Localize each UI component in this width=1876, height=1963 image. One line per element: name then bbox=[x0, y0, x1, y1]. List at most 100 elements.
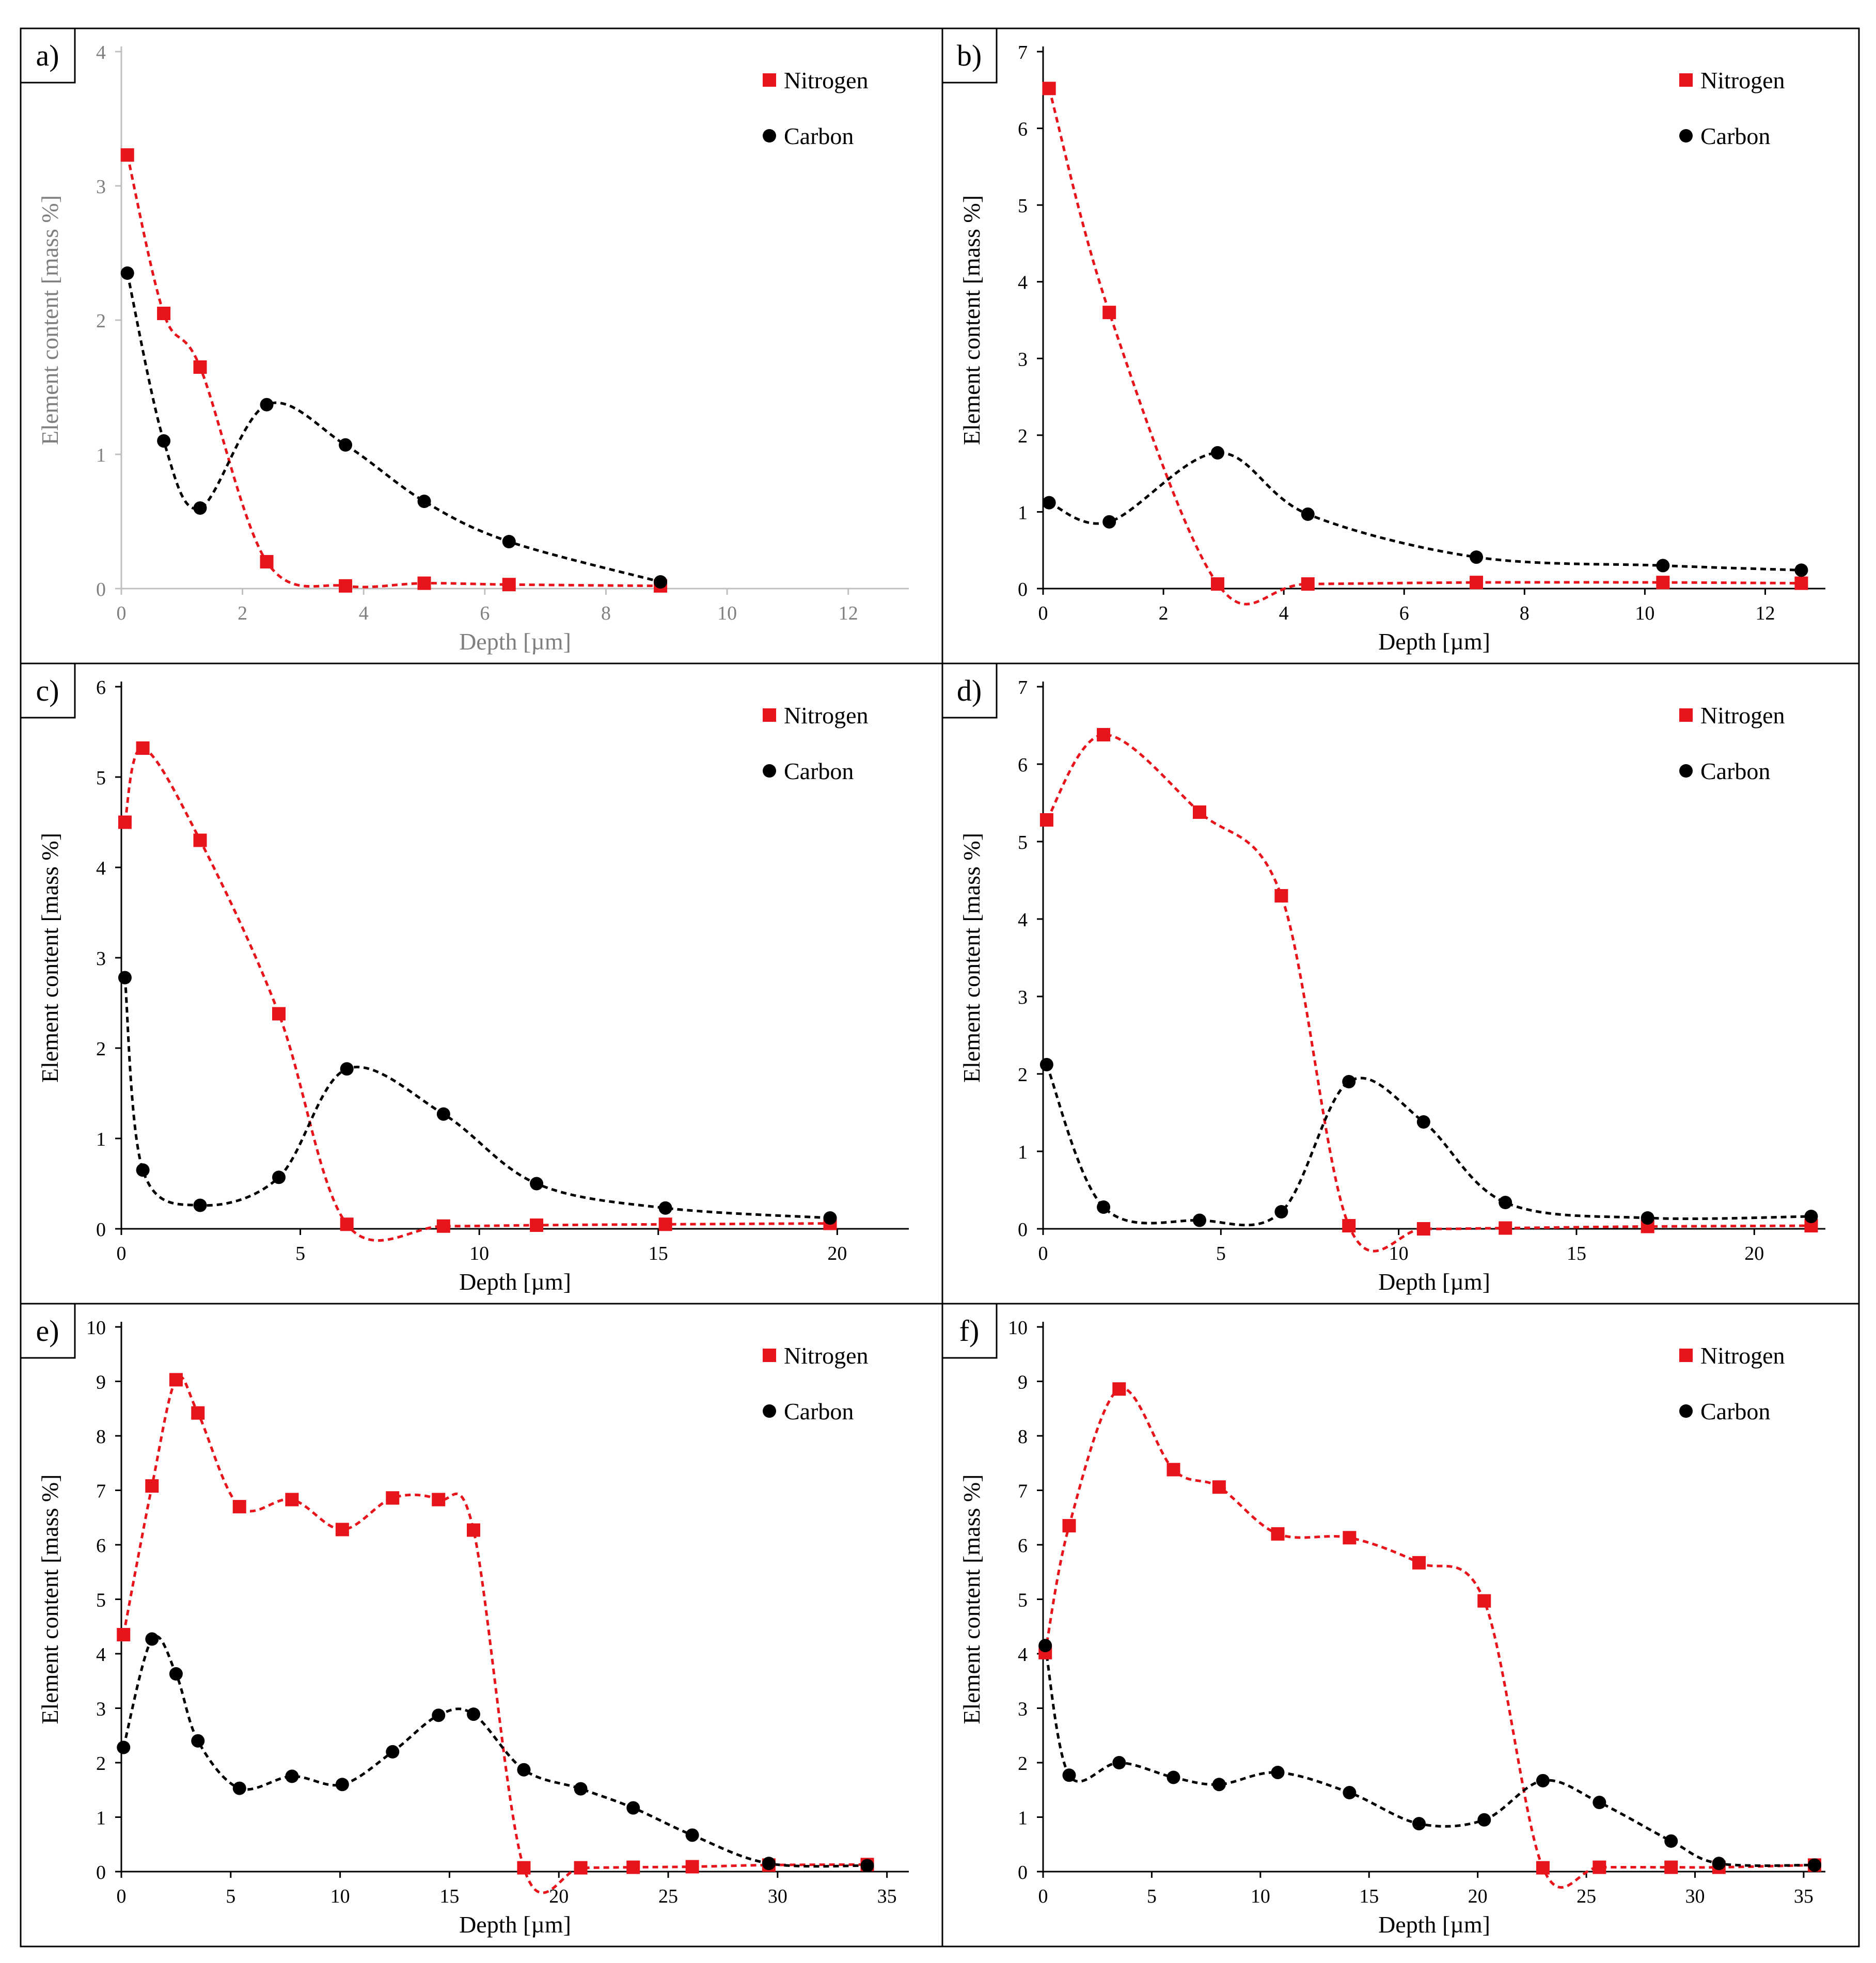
y-tick-label: 2 bbox=[96, 1753, 106, 1775]
x-tick-label: 0 bbox=[1038, 603, 1048, 624]
legend-carbon-marker bbox=[1679, 129, 1693, 143]
y-tick-label: 4 bbox=[1018, 1644, 1028, 1666]
y-tick-label: 2 bbox=[1018, 425, 1028, 447]
y-tick-label: 5 bbox=[96, 767, 106, 789]
chart-panel: f) 0 1 2 3 4 5 6 7 8 9 10 0 5 10 15 20 25 30 35 Depth [µm] El… bbox=[941, 1303, 1825, 1938]
carbon-point bbox=[436, 1107, 450, 1121]
y-tick-label: 3 bbox=[96, 176, 106, 198]
legend-carbon-marker bbox=[763, 129, 776, 143]
nitrogen-point bbox=[272, 1007, 286, 1021]
panel-label: c) bbox=[36, 674, 59, 707]
legend-carbon-label: Carbon bbox=[784, 1398, 854, 1424]
y-tick-label: 5 bbox=[96, 1590, 106, 1611]
x-tick-label: 2 bbox=[1159, 603, 1169, 624]
carbon-point bbox=[340, 1062, 354, 1076]
nitrogen-point bbox=[1499, 1221, 1512, 1235]
y-tick-label: 3 bbox=[1018, 987, 1028, 1008]
nitrogen-point bbox=[1166, 1463, 1180, 1477]
nitrogen-point bbox=[1193, 805, 1206, 819]
nitrogen-point bbox=[1112, 1382, 1126, 1396]
nitrogen-point bbox=[145, 1479, 159, 1493]
y-tick-label: 1 bbox=[96, 1808, 106, 1829]
carbon-point bbox=[1656, 559, 1670, 573]
nitrogen-point bbox=[574, 1861, 588, 1875]
x-axis-title: Depth [µm] bbox=[1378, 1911, 1490, 1938]
nitrogen-point bbox=[285, 1493, 299, 1507]
nitrogen-point bbox=[335, 1523, 349, 1537]
carbon-point bbox=[120, 266, 134, 280]
y-tick-label: 3 bbox=[96, 1699, 106, 1720]
y-tick-label: 1 bbox=[96, 445, 106, 466]
carbon-point bbox=[432, 1708, 446, 1722]
carbon-point bbox=[685, 1828, 699, 1842]
carbon-point bbox=[193, 1198, 207, 1212]
x-tick-label: 12 bbox=[839, 603, 858, 624]
panel-label: b) bbox=[957, 39, 982, 72]
x-tick-label: 0 bbox=[117, 1243, 127, 1264]
nitrogen-point bbox=[157, 307, 171, 320]
nitrogen-point bbox=[232, 1500, 246, 1514]
y-tick-label: 4 bbox=[96, 858, 106, 879]
nitrogen-point bbox=[502, 578, 516, 592]
panel-label-box bbox=[941, 1303, 998, 1359]
x-axis-title: Depth [µm] bbox=[459, 1269, 571, 1295]
legend-nitrogen-marker bbox=[763, 73, 776, 87]
carbon-point bbox=[1416, 1115, 1430, 1129]
y-tick-label: 4 bbox=[1018, 272, 1028, 294]
y-tick-label: 6 bbox=[96, 677, 106, 699]
nitrogen-point bbox=[1102, 306, 1116, 320]
carbon-point bbox=[1593, 1796, 1606, 1810]
x-tick-label: 15 bbox=[439, 1886, 459, 1907]
y-tick-label: 6 bbox=[1018, 119, 1028, 140]
x-tick-label: 20 bbox=[1744, 1243, 1764, 1264]
carbon-point bbox=[1039, 1058, 1053, 1071]
carbon-point bbox=[1470, 550, 1484, 564]
panel-label: f) bbox=[959, 1314, 980, 1348]
x-tick-label: 5 bbox=[295, 1243, 305, 1264]
chart-panel: e) 0 1 2 3 4 5 6 7 8 9 10 0 5 10 15 20 25 30 35 Depth [µm] El… bbox=[20, 1303, 909, 1938]
nitrogen-point bbox=[436, 1219, 450, 1233]
legend-carbon-label: Carbon bbox=[1700, 123, 1770, 149]
legend-carbon-marker bbox=[1679, 764, 1693, 778]
nitrogen-point bbox=[1416, 1222, 1430, 1236]
carbon-point bbox=[1271, 1765, 1285, 1779]
x-tick-label: 30 bbox=[1685, 1886, 1705, 1907]
y-tick-label: 0 bbox=[96, 1862, 106, 1883]
y-tick-label: 2 bbox=[1018, 1753, 1028, 1775]
carbon-point bbox=[417, 495, 431, 508]
y-axis-title: Element content [mass %] bbox=[958, 195, 985, 445]
nitrogen-point bbox=[1477, 1594, 1491, 1608]
panel-label: e) bbox=[36, 1314, 59, 1348]
carbon-point bbox=[1477, 1813, 1491, 1827]
nitrogen-point bbox=[340, 1217, 354, 1231]
carbon-point bbox=[762, 1857, 776, 1871]
nitrogen-point bbox=[1656, 576, 1670, 590]
nitrogen-trend-line bbox=[126, 154, 661, 589]
carbon-point bbox=[654, 575, 668, 589]
x-tick-label: 15 bbox=[1359, 1886, 1379, 1907]
nitrogen-point bbox=[1039, 813, 1053, 827]
nitrogen-point bbox=[339, 579, 353, 593]
nitrogen-point bbox=[626, 1860, 640, 1874]
x-tick-label: 15 bbox=[649, 1243, 668, 1264]
panel-label-box bbox=[20, 27, 76, 84]
carbon-point bbox=[1102, 515, 1116, 529]
y-tick-label: 4 bbox=[96, 1644, 106, 1666]
carbon-point bbox=[1412, 1817, 1426, 1831]
carbon-point bbox=[1112, 1756, 1126, 1769]
x-tick-label: 12 bbox=[1755, 603, 1775, 624]
carbon-point bbox=[136, 1163, 150, 1177]
carbon-trend-line bbox=[122, 1635, 868, 1868]
x-tick-label: 0 bbox=[117, 603, 127, 624]
panel-label: a) bbox=[36, 39, 59, 72]
y-axis-title: Element content [mass %] bbox=[37, 833, 63, 1083]
nitrogen-point bbox=[1470, 576, 1484, 590]
x-tick-label: 8 bbox=[601, 603, 611, 624]
carbon-point bbox=[502, 535, 516, 548]
carbon-point bbox=[272, 1170, 286, 1184]
carbon-point bbox=[285, 1769, 299, 1783]
x-axis-title: Depth [µm] bbox=[1378, 628, 1490, 655]
carbon-point bbox=[1038, 1639, 1052, 1653]
carbon-point bbox=[1804, 1210, 1818, 1223]
